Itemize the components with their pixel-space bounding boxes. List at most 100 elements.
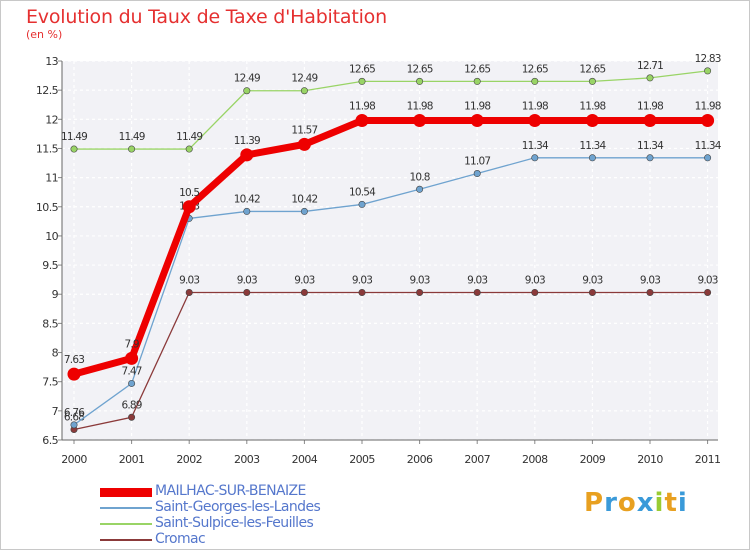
- data-label: 9.03: [237, 274, 257, 286]
- series-0: 7.63 7.9 10.5 11.39 11.57 11.98 11.98 11.98 11.9…: [64, 100, 722, 381]
- y-tick-label: 10: [45, 230, 58, 243]
- data-point: [240, 148, 254, 162]
- data-label: 7.63: [64, 354, 84, 366]
- data-point: [416, 185, 424, 193]
- data-point: [588, 288, 596, 296]
- data-point: [701, 113, 715, 127]
- data-label: 11.34: [522, 140, 549, 152]
- data-point: [588, 77, 596, 85]
- logo-letter: t: [664, 488, 678, 518]
- data-label: 10.54: [349, 186, 376, 198]
- data-label: 9.03: [525, 274, 545, 286]
- data-label: 10.42: [291, 193, 317, 205]
- data-label: 11.98: [407, 100, 433, 112]
- data-point: [531, 154, 539, 162]
- y-tick-label: 13: [45, 55, 58, 68]
- x-tick-label: 2004: [292, 453, 318, 466]
- data-point: [416, 77, 424, 85]
- chart-title: Evolution du Taux de Taxe d'Habitation: [26, 6, 387, 28]
- data-label: 10.8: [410, 171, 430, 183]
- series-line: [73, 157, 709, 426]
- logo-letter: P: [584, 488, 605, 518]
- series-line: [73, 291, 709, 431]
- series-line: [70, 116, 712, 378]
- data-label: 9.03: [410, 274, 430, 286]
- data-point: [531, 288, 539, 296]
- x-tick-label: 2003: [234, 453, 260, 466]
- data-label: 10.42: [234, 193, 260, 205]
- data-label: 7.9: [124, 338, 138, 350]
- chart-subtitle: (en %): [26, 28, 63, 41]
- logo-letter: x: [636, 488, 655, 518]
- data-label: 12.83: [695, 53, 721, 65]
- legend-item: Saint-Sulpice-les-Feuilles: [100, 515, 360, 532]
- data-label: 11.49: [119, 131, 145, 143]
- data-point: [297, 137, 311, 151]
- data-label: 11.07: [464, 156, 490, 168]
- data-label: 6.89: [122, 399, 142, 411]
- y-tick-label: 6.5: [42, 434, 58, 447]
- legend-swatch: [100, 507, 152, 509]
- y-tick-label: 10.5: [36, 201, 59, 214]
- data-point: [531, 77, 539, 85]
- data-point: [70, 145, 78, 153]
- data-label: 9.03: [179, 274, 199, 286]
- legend-label: Saint-Sulpice-les-Feuilles: [155, 515, 314, 531]
- data-point: [355, 113, 369, 127]
- x-tick-label: 2005: [349, 453, 375, 466]
- x-tick-label: 2010: [637, 453, 663, 466]
- data-point: [528, 113, 542, 127]
- chart-legend: MAILHAC-SUR-BENAIZE Saint-Georges-les-Lan…: [100, 483, 360, 548]
- data-point: [588, 154, 596, 162]
- data-point: [704, 288, 712, 296]
- data-label: 12.71: [637, 60, 663, 72]
- y-tick-label: 12: [45, 113, 58, 126]
- legend-item: MAILHAC-SUR-BENAIZE: [100, 483, 360, 500]
- legend-swatch: [100, 487, 152, 497]
- logo-letter: r: [604, 488, 618, 518]
- data-point: [646, 154, 654, 162]
- data-point: [473, 77, 481, 85]
- data-label: 11.98: [522, 100, 548, 112]
- x-tick-label: 2000: [61, 453, 87, 466]
- legend-swatch: [100, 523, 152, 525]
- logo-letter: i: [654, 488, 665, 518]
- data-label: 9.03: [698, 274, 718, 286]
- data-label: 11.98: [695, 100, 721, 112]
- y-tick-label: 11.5: [36, 142, 59, 155]
- data-label: 11.49: [61, 131, 87, 143]
- logo-letter: i: [677, 488, 688, 518]
- data-label: 9.03: [352, 274, 372, 286]
- data-label: 9.03: [294, 274, 314, 286]
- data-label: 11.98: [579, 100, 605, 112]
- data-point: [128, 379, 136, 387]
- data-label: 9.03: [467, 274, 487, 286]
- x-tick-label: 2002: [176, 453, 202, 466]
- data-label: 12.49: [234, 73, 260, 85]
- data-label: 11.98: [349, 100, 375, 112]
- legend-item: Saint-Georges-les-Landes: [100, 499, 360, 516]
- x-tick-label: 2009: [580, 453, 606, 466]
- y-tick-label: 9: [52, 288, 59, 301]
- data-point: [646, 74, 654, 82]
- x-tick-label: 2001: [119, 453, 145, 466]
- data-label: 11.39: [234, 135, 260, 147]
- data-point: [704, 67, 712, 75]
- data-label: 10.5: [179, 187, 199, 199]
- data-point: [128, 145, 136, 153]
- proxiti-logo: Proxiti: [584, 488, 688, 518]
- x-tick-label: 2007: [464, 453, 490, 466]
- data-point: [358, 200, 366, 208]
- data-point: [300, 87, 308, 95]
- data-label: 12.65: [579, 63, 605, 75]
- legend-label: Saint-Georges-les-Landes: [155, 499, 321, 515]
- data-point: [473, 288, 481, 296]
- y-tick-label: 8: [52, 347, 59, 360]
- data-point: [413, 113, 427, 127]
- data-point: [185, 288, 193, 296]
- data-point: [243, 87, 251, 95]
- data-label: 12.65: [407, 63, 433, 75]
- data-label: 12.49: [291, 73, 317, 85]
- data-point: [243, 207, 251, 215]
- data-point: [585, 113, 599, 127]
